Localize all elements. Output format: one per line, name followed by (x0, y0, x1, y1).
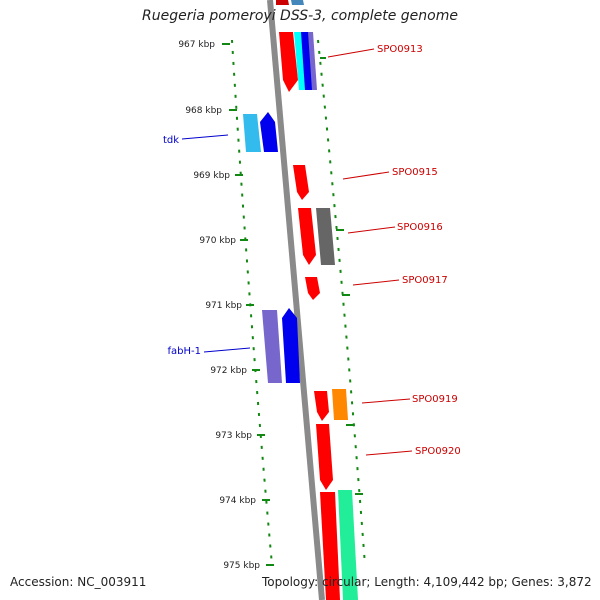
gene-feature[interactable] (338, 490, 358, 600)
tick-label: 971 kbp (205, 301, 242, 311)
gene-spo0913[interactable] (279, 32, 298, 92)
gene-fabh-1-block[interactable] (262, 308, 300, 383)
label-connector (181, 134, 229, 140)
tick-label: 970 kbp (199, 236, 236, 246)
gene-spo0916[interactable] (316, 208, 335, 265)
label-connector (347, 226, 396, 234)
gene-feature[interactable] (320, 492, 340, 600)
label-spo0920[interactable]: SPO0920 (415, 446, 461, 457)
label-spo0913[interactable]: SPO0913 (377, 44, 423, 55)
genome-backbone (267, 0, 325, 600)
label-spo0919[interactable]: SPO0919 (412, 394, 458, 405)
gene-tdk-block[interactable] (243, 112, 278, 152)
accession-label: Accession: NC_003911 (10, 575, 147, 589)
genome-summary: Topology: circular; Length: 4,109,442 bp… (262, 575, 592, 589)
gene-spo0920[interactable] (316, 424, 333, 490)
tick-label: 974 kbp (219, 496, 256, 506)
label-connector (365, 450, 413, 456)
label-fabh-1[interactable]: fabH-1 (168, 346, 202, 357)
gene-fabh-1[interactable] (282, 308, 300, 383)
tick-label: 968 kbp (185, 106, 222, 116)
label-connector (327, 48, 375, 58)
gene-feature[interactable] (298, 208, 316, 265)
tick-label: 975 kbp (223, 561, 260, 571)
label-connector (361, 398, 411, 404)
gene-spo0917[interactable] (305, 277, 320, 300)
gene-bottom-block[interactable] (320, 490, 358, 600)
tick-label: 973 kbp (215, 431, 252, 441)
tick-label: 969 kbp (193, 171, 230, 181)
tick-label: 972 kbp (210, 366, 247, 376)
gene-feature[interactable] (262, 310, 282, 383)
gene-feature[interactable] (314, 391, 329, 421)
gene-spo0916-block[interactable] (298, 208, 335, 265)
label-spo0915[interactable]: SPO0915 (392, 167, 438, 178)
gene-feature[interactable] (308, 32, 317, 90)
label-connector (342, 171, 390, 180)
label-connector (352, 279, 400, 286)
label-connector (203, 347, 251, 353)
gene-feature[interactable] (243, 114, 261, 152)
gene-feature[interactable] (291, 0, 304, 5)
tick-label: 967 kbp (178, 40, 215, 50)
gene-spo0915[interactable] (293, 165, 309, 200)
gene-spo0913-block[interactable] (276, 0, 317, 92)
gene-spo0919-block[interactable] (314, 389, 348, 421)
map-title: Ruegeria pomeroyi DSS-3, complete genome (142, 8, 458, 24)
label-tdk[interactable]: tdk (163, 135, 179, 146)
gene-tdk[interactable] (260, 112, 278, 152)
ruler-ticks (222, 43, 363, 566)
inner-dotted-guide (231, 39, 273, 566)
gene-feature[interactable] (276, 0, 289, 5)
label-spo0916[interactable]: SPO0916 (397, 222, 443, 233)
gene-spo0919[interactable] (332, 389, 348, 420)
label-spo0917[interactable]: SPO0917 (402, 275, 448, 286)
